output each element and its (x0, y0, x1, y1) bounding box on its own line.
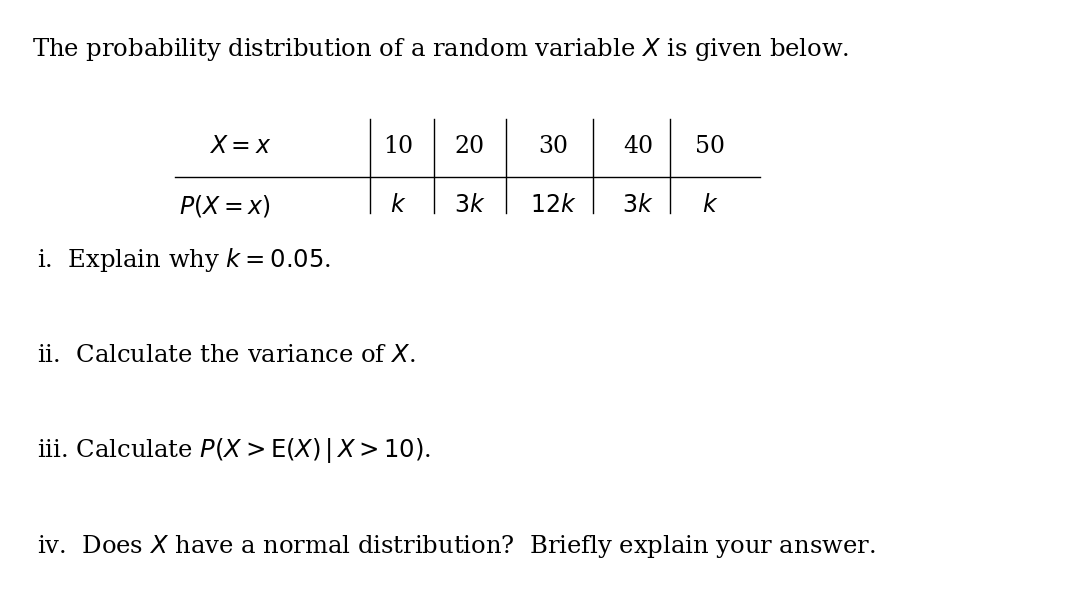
Text: $P(X = x)$: $P(X = x)$ (180, 193, 271, 219)
Text: iii. Calculate $P(X > \mathrm{E}(X)\,|\,X > 10)$.: iii. Calculate $P(X > \mathrm{E}(X)\,|\,… (37, 436, 431, 465)
Text: 40: 40 (622, 135, 653, 158)
Text: $3k$: $3k$ (454, 195, 485, 217)
Text: 30: 30 (537, 135, 568, 158)
Text: iv.  Does $X$ have a normal distribution?  Briefly explain your answer.: iv. Does $X$ have a normal distribution?… (37, 533, 876, 560)
Text: $X = x$: $X = x$ (209, 135, 271, 158)
Text: $k$: $k$ (702, 195, 718, 217)
Text: $k$: $k$ (391, 195, 407, 217)
Text: $12k$: $12k$ (530, 195, 576, 217)
Text: 20: 20 (455, 135, 485, 158)
Text: The probability distribution of a random variable $X$ is given below.: The probability distribution of a random… (32, 36, 850, 63)
Text: 10: 10 (384, 135, 413, 158)
Text: 50: 50 (695, 135, 725, 158)
Text: $3k$: $3k$ (622, 195, 654, 217)
Text: ii.  Calculate the variance of $X$.: ii. Calculate the variance of $X$. (37, 344, 416, 367)
Text: i.  Explain why $k = 0.05$.: i. Explain why $k = 0.05$. (37, 246, 331, 273)
